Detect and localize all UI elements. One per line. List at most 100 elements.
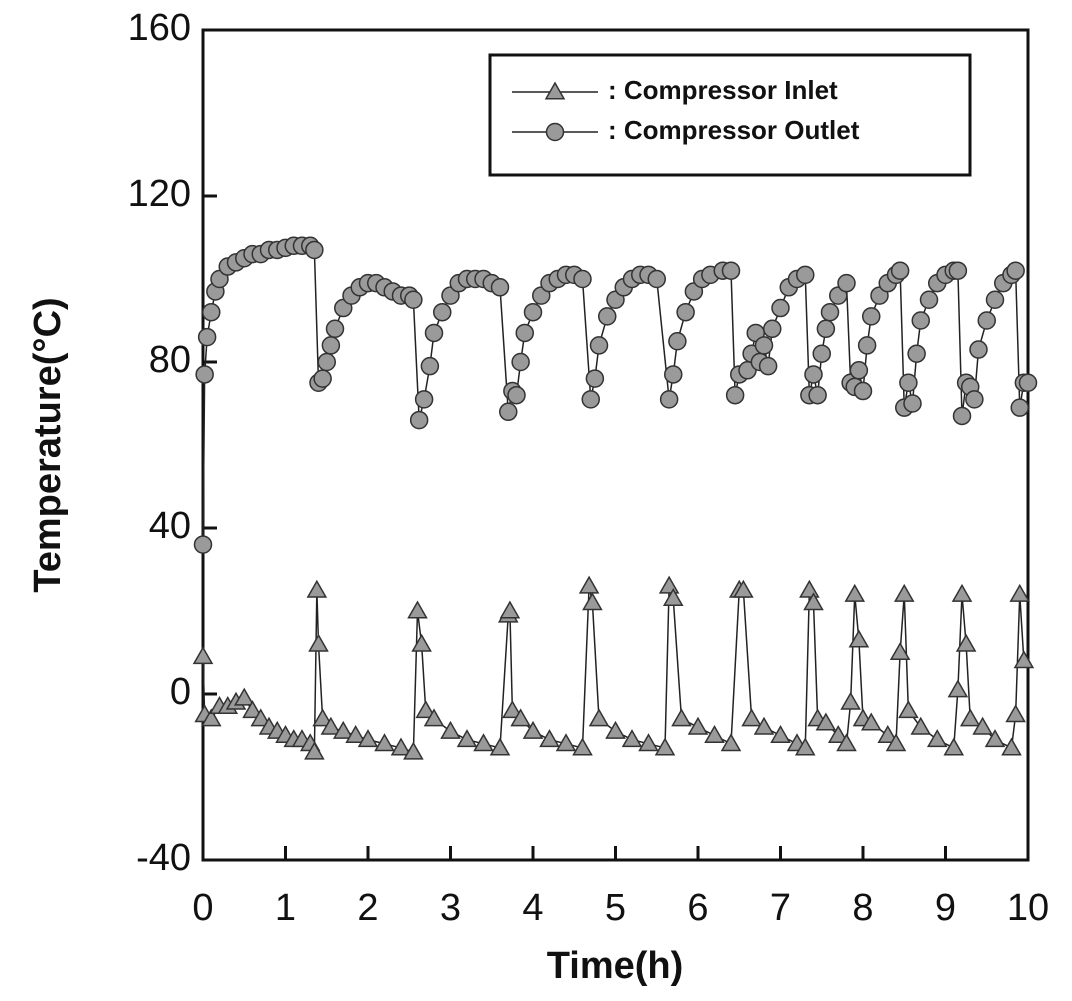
data-point — [321, 336, 341, 355]
x-tick-label: 6 — [687, 887, 708, 929]
data-point — [473, 733, 494, 752]
data-point — [415, 700, 437, 719]
data-point — [1013, 650, 1035, 669]
data-point — [771, 298, 790, 318]
data-point — [658, 575, 680, 594]
data-point — [305, 240, 324, 260]
data-point — [304, 741, 325, 760]
data-point — [911, 311, 930, 330]
data-point — [539, 729, 560, 748]
data-point — [889, 641, 911, 660]
data-point — [195, 365, 214, 384]
data-point — [202, 302, 221, 322]
data-point — [510, 708, 531, 727]
data-point — [733, 579, 754, 598]
y-axis-title: Temperature(°C) — [27, 297, 69, 592]
data-point — [877, 724, 899, 743]
data-point — [836, 733, 857, 752]
data-point — [621, 729, 643, 748]
data-point — [1009, 583, 1031, 602]
data-point — [796, 265, 815, 285]
data-point — [456, 729, 478, 748]
data-point — [407, 600, 428, 619]
x-tick-label: 2 — [357, 887, 378, 929]
data-point — [704, 724, 725, 743]
data-point — [589, 336, 609, 355]
data-point — [357, 729, 379, 748]
data-point — [411, 633, 432, 652]
data-point — [192, 646, 214, 665]
data-point — [522, 720, 544, 739]
y-tick-label: 40 — [149, 505, 191, 547]
data-point — [827, 724, 849, 743]
y-tick-label: 120 — [128, 173, 191, 215]
data-point — [555, 733, 577, 752]
data-point — [951, 583, 973, 602]
data-point — [671, 708, 692, 727]
legend-label: : Compressor Outlet — [608, 115, 860, 145]
x-tick-label: 5 — [605, 887, 626, 929]
data-point — [837, 273, 856, 293]
data-point — [754, 336, 774, 355]
data-point — [977, 311, 996, 330]
data-point — [242, 700, 263, 719]
data-point — [907, 344, 926, 363]
data-point — [903, 394, 922, 413]
data-point — [840, 691, 861, 710]
data-point — [1001, 737, 1022, 756]
data-point — [423, 708, 445, 727]
data-point — [820, 302, 840, 322]
legend-marker — [545, 122, 565, 142]
data-point — [899, 373, 918, 392]
data-point — [638, 733, 659, 752]
data-point — [816, 319, 836, 339]
data-point — [763, 319, 782, 339]
data-point — [862, 307, 881, 326]
data-point — [499, 600, 521, 619]
data-point — [926, 729, 948, 748]
data-point — [804, 365, 823, 384]
data-point — [890, 261, 910, 280]
data-point — [898, 700, 919, 719]
data-point — [955, 633, 977, 652]
y-tick-label: 0 — [170, 671, 191, 713]
x-tick-label: 3 — [440, 887, 461, 929]
data-point — [758, 356, 778, 376]
data-point — [499, 402, 518, 422]
data-point — [812, 344, 831, 363]
data-point — [320, 716, 342, 735]
data-point — [965, 390, 984, 409]
data-point — [306, 579, 328, 598]
data-point — [857, 336, 877, 355]
data-point — [1006, 261, 1025, 280]
data-point — [753, 716, 775, 735]
data-point — [585, 369, 605, 388]
data-point — [794, 737, 816, 756]
data-point — [770, 724, 791, 743]
data-point — [507, 385, 526, 405]
legend-box — [488, 53, 972, 177]
data-point — [515, 323, 534, 343]
data-point — [233, 687, 255, 706]
x-tick-label: 1 — [275, 887, 296, 929]
data-point — [662, 588, 684, 607]
data-point — [581, 390, 600, 409]
data-point — [803, 592, 824, 611]
data-point — [390, 737, 412, 756]
data-point — [308, 633, 329, 652]
data-point — [345, 724, 366, 743]
data-point — [947, 679, 969, 698]
data-point — [404, 290, 423, 309]
data-point — [969, 340, 988, 359]
data-point — [860, 712, 882, 731]
data-point — [317, 352, 336, 372]
data-point — [676, 302, 695, 322]
data-point — [250, 708, 272, 727]
data-point — [440, 720, 461, 739]
legend-label: : Compressor Inlet — [608, 75, 838, 105]
data-point — [815, 712, 837, 731]
data-point — [588, 708, 610, 727]
data-point — [1010, 398, 1029, 417]
data-point — [573, 269, 592, 289]
